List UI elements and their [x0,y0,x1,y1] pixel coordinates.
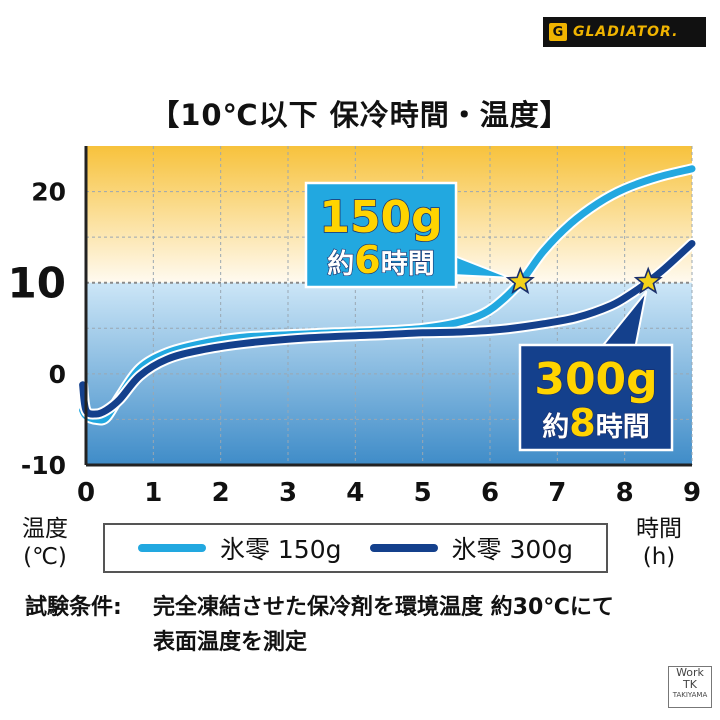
work-tk-badge: Work TK TAKIYAMA [668,666,712,708]
x-tick-label: 3 [279,478,297,508]
test-conditions-line1: 完全凍結させた保冷剤を環境温度 約30℃にて [153,595,614,620]
x-axis-label-text: 時間 [636,516,682,542]
x-axis-label-unit: (h) [642,544,676,570]
y-axis-label-text: 温度 [22,516,68,542]
callout-box-1 [518,343,674,452]
legend: 氷零 150g 氷零 300g [103,523,608,573]
test-conditions: 試験条件: 完全凍結させた保冷剤を環境温度 約30℃にて 表面温度を測定 [25,590,614,660]
x-tick-label: 4 [346,478,364,508]
callout-duration-1: 約8時間 [542,401,649,445]
legend-item-150g: 氷零 150g [137,530,342,566]
logo-mark-icon: G [549,23,567,41]
callout-weight-1: 300g [534,354,657,405]
star-marker-150g-icon [505,266,535,295]
legend-item-300g: 氷零 300g [369,530,574,566]
legend-label-150g: 氷零 150g [219,535,342,564]
y-axis-label: 温度 (℃) [22,515,68,571]
series-line-1 [79,240,696,418]
test-conditions-line2: 表面温度を測定 [153,630,308,655]
x-tick-label: 6 [481,478,499,508]
x-tick-label: 9 [683,478,701,508]
x-tick-label: 8 [616,478,634,508]
badge-line3: TAKIYAMA [672,691,708,699]
callout-duration-0: 約6時間 [327,238,434,282]
chart-axes [84,146,692,467]
x-tick-label: 5 [414,478,432,508]
x-tick-label: 2 [212,478,230,508]
y-tick-label: 20 [31,178,66,207]
test-conditions-label: 試験条件: [25,595,122,620]
callout-weight-0: 150g [319,192,442,243]
logo-text: GLADIATOR. [573,24,679,40]
x-tick-label: 7 [548,478,566,508]
y-axis-label-unit: (℃) [23,544,67,570]
series-layer [77,163,698,426]
y-tick-label: 0 [49,360,66,389]
legend-label-300g: 氷零 300g [451,535,574,564]
legend-swatch-150g [137,544,206,552]
y-tick-label: -10 [21,451,66,480]
x-tick-label: 1 [144,478,162,508]
gladiator-logo: G GLADIATOR. [543,17,706,47]
tick-labels: 0 1 2 3 4 5 6 7 8 9 20 10 0 -10 [8,178,702,508]
chart-title: 【10℃以下 保冷時間・温度】 [150,98,570,132]
y-tick-label: 10 [8,259,66,308]
legend-swatch-300g [369,544,438,552]
callout-box-0 [304,181,458,289]
badge-line1: Work [676,666,704,679]
x-axis-label: 時間 (h) [636,515,682,571]
badge-line2: TK [683,678,697,691]
x-tick-label: 0 [77,478,95,508]
star-marker-300g-icon [633,266,663,295]
